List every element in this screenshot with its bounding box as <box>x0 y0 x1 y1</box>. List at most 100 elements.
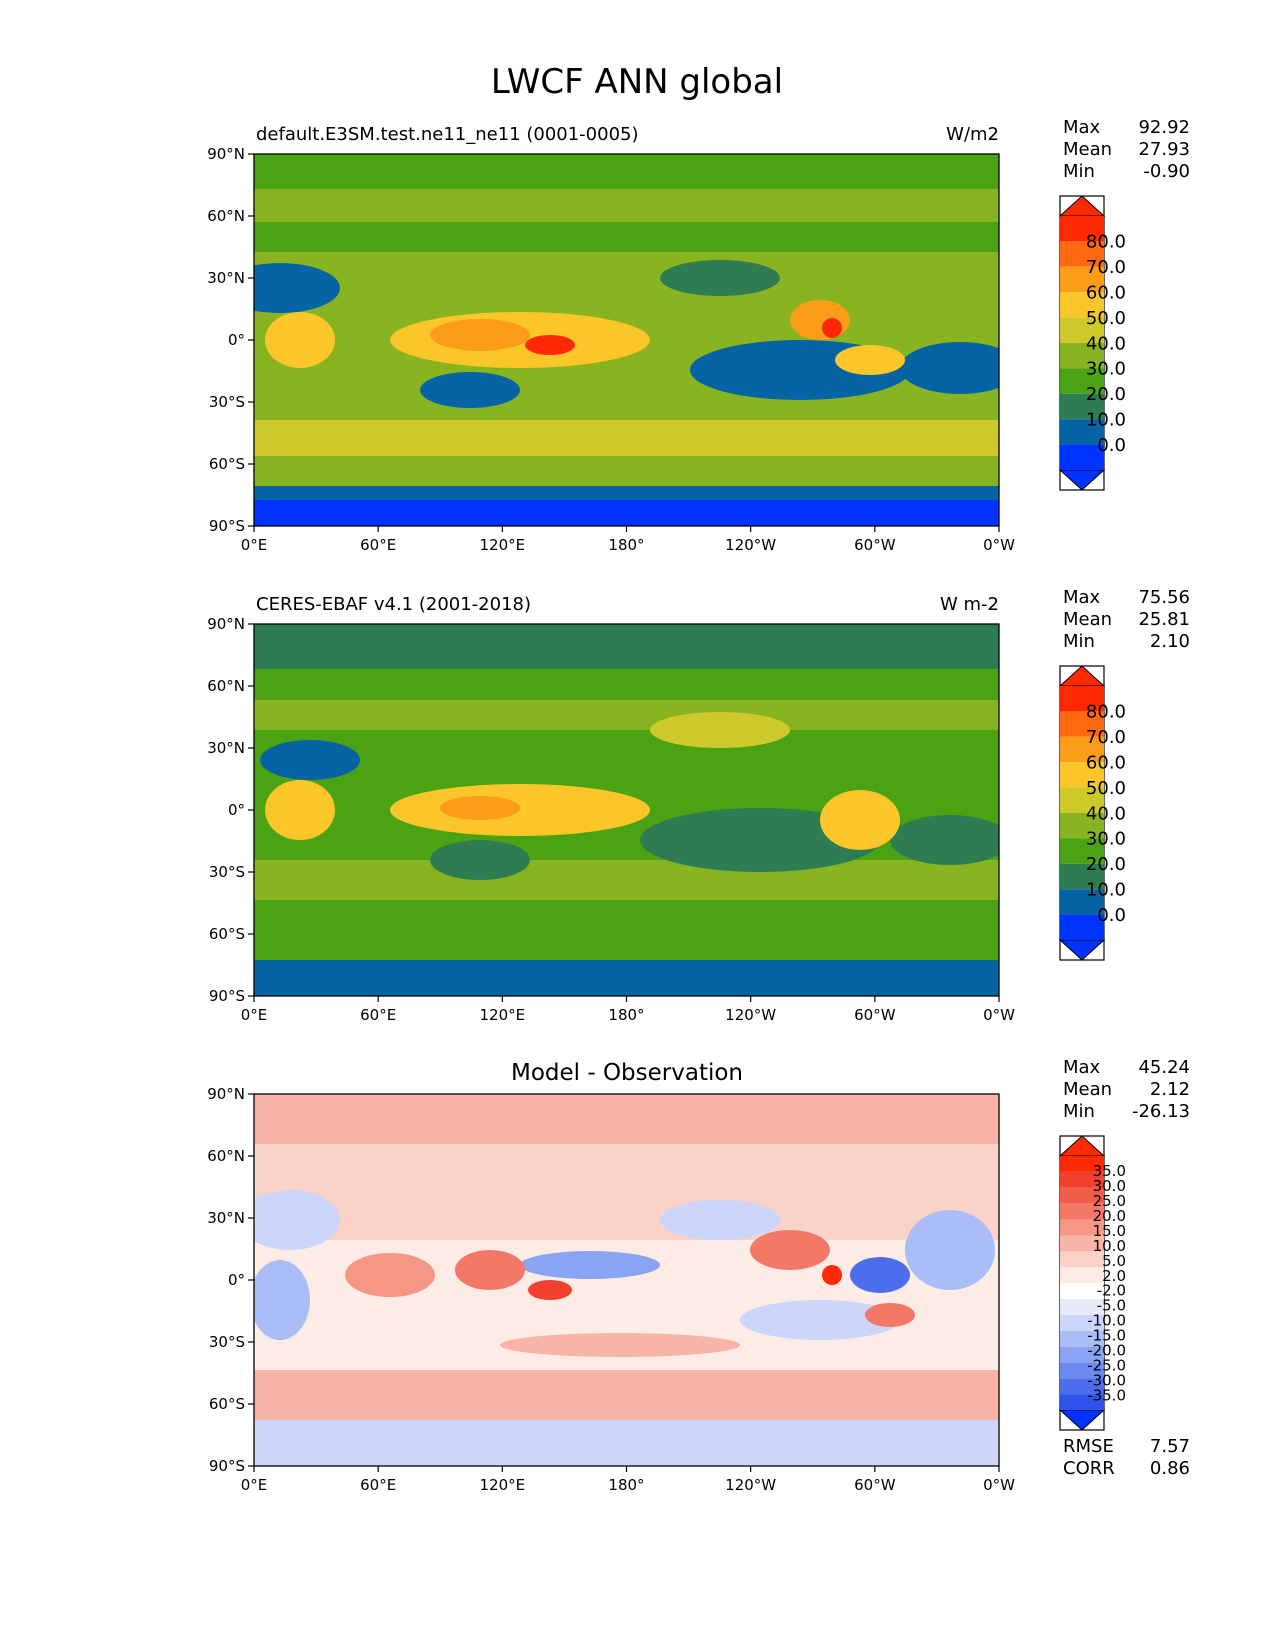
x-tick-label: 0°W <box>983 1006 1015 1024</box>
x-tick-label: 120°W <box>725 1006 776 1024</box>
colorbar-tick-label: -5.0 <box>1097 1297 1126 1315</box>
field-low-north-atlantic <box>254 263 340 313</box>
stat-value: 75.56 <box>1138 587 1190 608</box>
metric-value: 7.57 <box>1150 1436 1190 1457</box>
colorbar-bin <box>1060 1219 1104 1236</box>
y-tick-label: 30°S <box>209 863 245 881</box>
stat-label: Max <box>1063 587 1101 608</box>
field-neg-west-africa <box>254 1260 310 1340</box>
colorbar-tick-label: 35.0 <box>1093 1162 1126 1180</box>
x-tick-label: 0°E <box>241 536 268 554</box>
x-tick-label: 0°E <box>241 1006 268 1024</box>
colorbar-bin <box>1060 686 1104 712</box>
colorbar-bin <box>1060 838 1104 864</box>
colorbar-tick-label: 80.0 <box>1086 232 1126 253</box>
colorbar-top-cap <box>1058 195 1106 217</box>
panel-title: CERES-EBAF v4.1 (2001-2018) <box>256 594 531 615</box>
x-tick-label: 120°E <box>480 1006 526 1024</box>
x-tick-label: 0°W <box>983 1476 1015 1494</box>
y-tick-label: 60°N <box>207 677 245 695</box>
colorbar-bin <box>1060 419 1104 445</box>
field-pos-south-america <box>865 1303 915 1327</box>
colorbar-tick-label: 10.0 <box>1086 880 1126 901</box>
x-tick-label: 120°W <box>725 1476 776 1494</box>
panel-units: W/m2 <box>946 124 999 145</box>
colorbar-top-cap <box>1058 665 1106 687</box>
colorbar-tick-label: 40.0 <box>1086 333 1126 354</box>
field-band-north-mid <box>254 700 999 730</box>
colorbar-tick-label: -25.0 <box>1087 1356 1126 1374</box>
colorbar-bin <box>1060 1171 1104 1188</box>
y-tick-label: 90°S <box>209 517 245 535</box>
field-band-north-polar <box>254 154 999 189</box>
colorbar-bin <box>1060 711 1104 737</box>
metric-label: CORR <box>1063 1458 1115 1479</box>
colorbar-bottom-cap <box>1058 469 1106 491</box>
x-tick-label: 60°W <box>854 536 896 554</box>
colorbar-top-cap <box>1058 1135 1106 1157</box>
field-peak-colombia <box>822 318 842 338</box>
colorbar-tick-label: 2.0 <box>1102 1267 1126 1285</box>
field-band-antarctica <box>254 1420 999 1466</box>
panel-model: default.E3SM.test.ne11_ne11 (0001-0005) … <box>253 124 1106 527</box>
colorbar <box>1058 1135 1106 1431</box>
field-low-north-atlantic <box>260 740 360 780</box>
field-band-north-polar <box>254 624 999 669</box>
colorbar-tick-label: -20.0 <box>1087 1341 1126 1359</box>
field-pos-africa <box>345 1253 435 1297</box>
colorbar-bin <box>1060 1235 1104 1252</box>
map-field <box>254 154 999 526</box>
field-low-south-atlantic <box>890 815 999 865</box>
map-field <box>254 1094 999 1466</box>
field-pos-central-america <box>750 1230 830 1270</box>
colorbar-bin <box>1060 444 1104 470</box>
panel-units: W m-2 <box>940 594 999 615</box>
colorbar-bin <box>1060 292 1104 318</box>
panel-observation: CERES-EBAF v4.1 (2001-2018) W m-2 <box>253 594 1106 997</box>
field-band-south-subtropic <box>254 860 999 900</box>
field-high-africa <box>265 312 335 368</box>
colorbar-tick-label: -15.0 <box>1087 1327 1126 1345</box>
colorbar-tick-label: 15.0 <box>1093 1222 1126 1240</box>
y-tick-label: 0° <box>228 331 245 349</box>
field-neg-atlantic-north <box>254 1190 340 1250</box>
x-tick-label: 60°E <box>360 1476 396 1494</box>
field-high-warmpool <box>390 784 650 836</box>
colorbar-tick-label: 0.0 <box>1097 435 1126 456</box>
field-peak-newguinea <box>525 335 575 355</box>
y-tick-label: 90°N <box>207 145 245 163</box>
colorbar-bin <box>1060 1156 1104 1172</box>
colorbar-bottom-cap <box>1058 1409 1106 1431</box>
colorbar-bin <box>1060 1330 1104 1347</box>
generated-axis-elements: 0°E 60°E 120°E 180° 120°W 60°W 0°W 90°N 60°N 30°N… <box>207 117 1190 1494</box>
stat-label: Min <box>1063 631 1095 652</box>
field-low-east-pacific <box>640 808 880 872</box>
stat-label: Max <box>1063 117 1101 138</box>
colorbar-bin <box>1060 1362 1104 1379</box>
x-tick-label: 0°W <box>983 536 1015 554</box>
stat-value: 2.12 <box>1150 1079 1190 1100</box>
colorbar-tick-label: 10.0 <box>1086 410 1126 431</box>
colorbar-bin <box>1060 813 1104 839</box>
x-tick-label: 180° <box>608 1476 644 1494</box>
field-high-warmpool-core <box>430 319 530 351</box>
colorbar-bin <box>1060 393 1104 420</box>
colorbar-tick-label: 5.0 <box>1102 1252 1126 1270</box>
field-neg-atlantic <box>905 1210 995 1290</box>
colorbar-bin <box>1060 787 1104 813</box>
colorbar-bin <box>1060 1203 1104 1220</box>
colorbar-bin <box>1060 343 1104 369</box>
stat-value: 25.81 <box>1138 609 1190 630</box>
stat-label: Min <box>1063 1101 1095 1122</box>
x-tick-label: 120°E <box>480 536 526 554</box>
colorbar-bottom-cap <box>1058 939 1106 961</box>
colorbar-bin <box>1060 762 1104 788</box>
colorbar-tick-label: 0.0 <box>1097 905 1126 926</box>
metric-label: RMSE <box>1063 1436 1114 1457</box>
field-low-south-atlantic <box>900 342 999 394</box>
field-band-north-polar <box>254 1094 999 1144</box>
field-high-central-america <box>790 300 850 340</box>
field-pos-south-pacific <box>500 1333 740 1357</box>
colorbar-tick-label: 25.0 <box>1093 1192 1126 1210</box>
